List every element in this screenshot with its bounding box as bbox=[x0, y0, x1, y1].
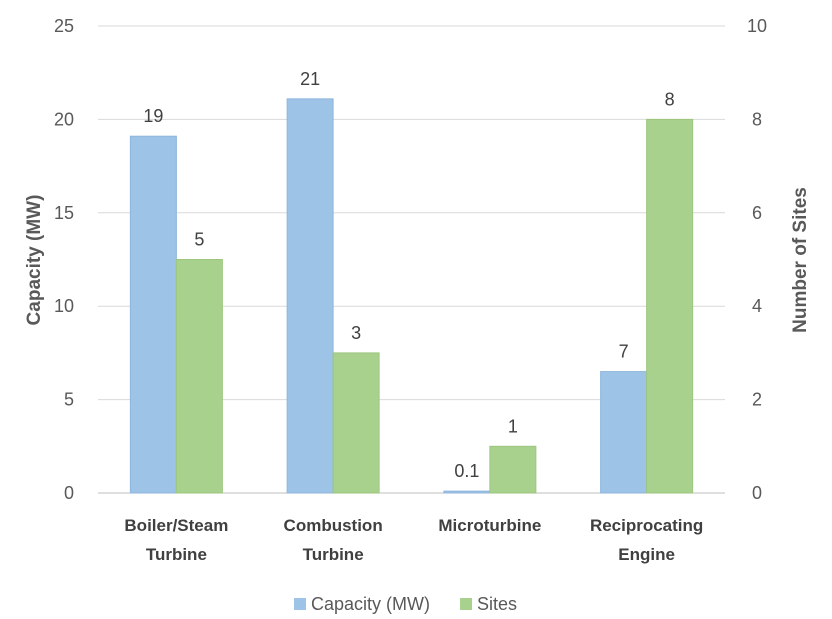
legend-label: Sites bbox=[477, 594, 517, 614]
left-tick-label: 15 bbox=[54, 203, 74, 223]
category-label: Turbine bbox=[303, 545, 364, 564]
category-label: Microturbine bbox=[438, 516, 541, 535]
category-label: Turbine bbox=[146, 545, 207, 564]
bar-sites bbox=[332, 352, 380, 494]
left-tick-label: 0 bbox=[64, 483, 74, 503]
category-label: Reciprocating bbox=[590, 516, 703, 535]
right-tick-label: 6 bbox=[752, 203, 762, 223]
right-axis-title: Number of Sites bbox=[790, 187, 811, 333]
legend-swatch bbox=[460, 598, 473, 610]
right-tick-label: 0 bbox=[752, 483, 762, 503]
data-label: 3 bbox=[351, 323, 361, 343]
data-label: 0.1 bbox=[454, 461, 479, 481]
legend-swatch bbox=[294, 598, 306, 610]
data-label: 5 bbox=[194, 230, 204, 250]
right-tick-label: 4 bbox=[752, 296, 762, 316]
bar-sites bbox=[489, 445, 537, 494]
left-axis-title: Capacity (MW) bbox=[24, 195, 45, 326]
data-label: 21 bbox=[300, 69, 320, 89]
left-axis-ticks: 0 5 10 15 20 25 bbox=[54, 16, 74, 503]
bar-sites bbox=[646, 118, 694, 494]
data-labels: 19 5 21 3 0.1 1 7 8 bbox=[143, 69, 674, 481]
category-label: Engine bbox=[618, 545, 675, 564]
bar-capacity bbox=[600, 371, 648, 494]
bars bbox=[129, 98, 694, 494]
bar-capacity bbox=[443, 490, 491, 494]
right-axis-ticks: 0 2 4 6 8 10 bbox=[747, 16, 767, 503]
data-label: 1 bbox=[508, 416, 518, 436]
right-tick-label: 8 bbox=[752, 109, 762, 129]
bar-capacity bbox=[129, 135, 177, 494]
data-label: 19 bbox=[143, 106, 163, 126]
data-label: 8 bbox=[665, 89, 675, 109]
legend: Capacity (MW) Sites bbox=[294, 594, 517, 614]
left-tick-label: 25 bbox=[54, 16, 74, 36]
right-tick-label: 10 bbox=[747, 16, 767, 36]
left-tick-label: 5 bbox=[64, 390, 74, 410]
legend-label: Capacity (MW) bbox=[311, 594, 430, 614]
category-label: Boiler/Steam bbox=[124, 516, 228, 535]
bar-capacity bbox=[286, 98, 334, 494]
category-label: Combustion bbox=[284, 516, 383, 535]
bar-sites bbox=[175, 259, 223, 494]
right-tick-label: 2 bbox=[752, 390, 762, 410]
left-tick-label: 10 bbox=[54, 296, 74, 316]
category-labels: Boiler/Steam Turbine Combustion Turbine Micr… bbox=[124, 516, 703, 564]
left-tick-label: 20 bbox=[54, 109, 74, 129]
data-label: 7 bbox=[619, 342, 629, 362]
